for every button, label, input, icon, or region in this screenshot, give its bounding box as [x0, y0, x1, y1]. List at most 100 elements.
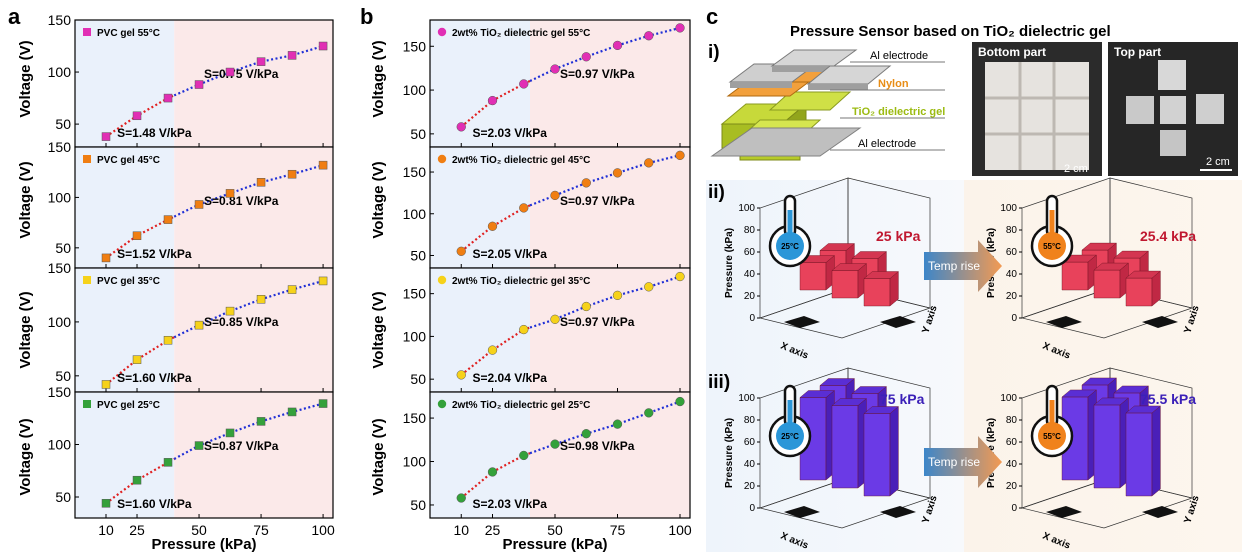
data-point: [612, 40, 623, 51]
y-tick-label: 150: [403, 38, 427, 54]
z-axis-label: Pressure (kPa): [724, 228, 735, 298]
y-tick-label: 100: [48, 189, 72, 205]
y-tick-label: 150: [403, 410, 427, 426]
slope-label: S=2.03 V/kPa: [473, 497, 548, 511]
thermometer-bulb: [1038, 422, 1066, 450]
thermometer-temp: 25°C: [781, 432, 799, 441]
legend-label: 2wt% TiO₂ dielectric gel 45°C: [452, 155, 590, 166]
x-tick-label: 100: [668, 522, 692, 538]
y-tick-label: 150: [48, 260, 72, 276]
x-tick-label: 50: [547, 522, 563, 538]
bar-top: [863, 406, 899, 414]
high-pressure-region: [174, 268, 333, 392]
y-tick-label: 50: [410, 497, 426, 513]
bar-side: [1151, 405, 1161, 497]
bar-top: [1113, 385, 1149, 394]
data-point: [163, 458, 173, 467]
ylabel-a3: Voltage (V): [17, 291, 34, 368]
thermometer-temp: 25°C: [781, 242, 799, 251]
thermometer-fill: [1049, 400, 1055, 430]
z-axis-label: Pressure (kPa): [724, 418, 735, 488]
data-point: [550, 439, 560, 449]
data-point: [581, 52, 591, 62]
thermometer-temp: 55°C: [1043, 242, 1061, 251]
bar-front: [1061, 261, 1089, 291]
iii-left-value: 75 kPa: [880, 391, 925, 407]
low-pressure-region: [430, 268, 530, 392]
sub-i-label: i): [708, 42, 720, 63]
data-point: [456, 370, 466, 380]
bar-top: [831, 263, 867, 271]
bar-top: [831, 398, 867, 406]
bar-top: [863, 271, 899, 279]
slope-label: S=0.97 V/kPa: [560, 315, 635, 329]
data-point: [287, 407, 297, 417]
data-point: [318, 399, 328, 408]
legend-marker: [83, 276, 91, 284]
data-point: [519, 79, 529, 89]
thermometer-bulb: [776, 232, 804, 260]
ylabel-b1: Voltage (V): [370, 40, 387, 117]
y-tick-label: 100: [403, 328, 427, 344]
temp-rise-label-iii: Temp rise: [928, 455, 980, 469]
bar-front: [1125, 412, 1153, 497]
y-tick-label: 100: [48, 64, 72, 80]
bar-top: [851, 251, 887, 259]
y-tick-label: 50: [410, 371, 426, 387]
thermometer-temp: 55°C: [1043, 432, 1061, 441]
legend-marker: [83, 155, 91, 163]
bar-top: [1081, 377, 1117, 386]
low-pressure-region: [75, 392, 175, 518]
z-tick-label: 80: [1006, 415, 1018, 426]
empty-cell: [1046, 316, 1082, 328]
high-pressure-region: [530, 20, 690, 147]
empty-cell: [880, 506, 916, 518]
data-point: [550, 314, 560, 324]
z-tick-label: 40: [744, 269, 756, 280]
chart-b-4: 50 100 150 10 25 50 75 100 S=2.03 V/kPa S=0.98 V/…: [403, 391, 692, 538]
z-tick-label: 20: [744, 481, 756, 492]
z-tick-label: 80: [744, 415, 756, 426]
bar-top: [1081, 242, 1117, 251]
legend-marker: [437, 154, 447, 164]
data-point: [456, 122, 466, 132]
low-pressure-region: [75, 268, 175, 392]
data-point: [194, 80, 204, 89]
chart-a-1: 50 100 150 S=1.48 V/kPa S=0.75 V/kPa PVC gel …: [48, 12, 334, 148]
y-tick-label: 100: [403, 454, 427, 470]
xlabel-b: Pressure (kPa): [502, 536, 607, 552]
legend-label: PVC gel 45°C: [97, 155, 160, 166]
fit-line-low: [460, 326, 531, 376]
bar-top: [851, 386, 887, 394]
y-tick-label: 100: [48, 314, 72, 330]
legend-marker: [83, 400, 91, 408]
data-point: [519, 324, 529, 335]
legend-marker: [437, 27, 447, 37]
x-tick-label: 10: [453, 522, 469, 538]
z-tick-label: 0: [1011, 503, 1017, 514]
z-tick-label: 20: [744, 291, 756, 302]
high-pressure-region: [530, 392, 690, 518]
low-pressure-region: [75, 20, 175, 147]
y-tick-label: 100: [403, 82, 427, 98]
high-pressure-region: [530, 147, 690, 268]
high-pressure-region: [530, 268, 690, 392]
cool-background: [706, 180, 964, 552]
data-point: [675, 150, 685, 160]
slope-label: S=0.75 V/kPa: [204, 67, 279, 81]
photo-bottom-label: Bottom part: [978, 45, 1046, 59]
data-point: [132, 475, 142, 485]
slope-label: S=2.05 V/kPa: [473, 247, 548, 261]
line-charts: 50 100 150 S=1.48 V/kPa S=0.75 V/kPa PVC gel …: [48, 12, 692, 538]
low-pressure-region: [430, 392, 530, 518]
chart-a-2: 50 100 150 S=1.52 V/kPa S=0.81 V/kPa PVC gel …: [48, 139, 334, 269]
legend-marker: [83, 28, 91, 36]
data-point: [163, 215, 173, 224]
bar-top: [799, 390, 835, 398]
y-tick-label: 150: [48, 139, 72, 155]
data-point: [318, 160, 328, 170]
z-tick-label: 80: [744, 225, 756, 236]
chart-b-1: 50 100 150 S=2.03 V/kPa S=0.97 V/kPa 2wt% TiO…: [403, 19, 691, 148]
data-point: [644, 31, 654, 41]
